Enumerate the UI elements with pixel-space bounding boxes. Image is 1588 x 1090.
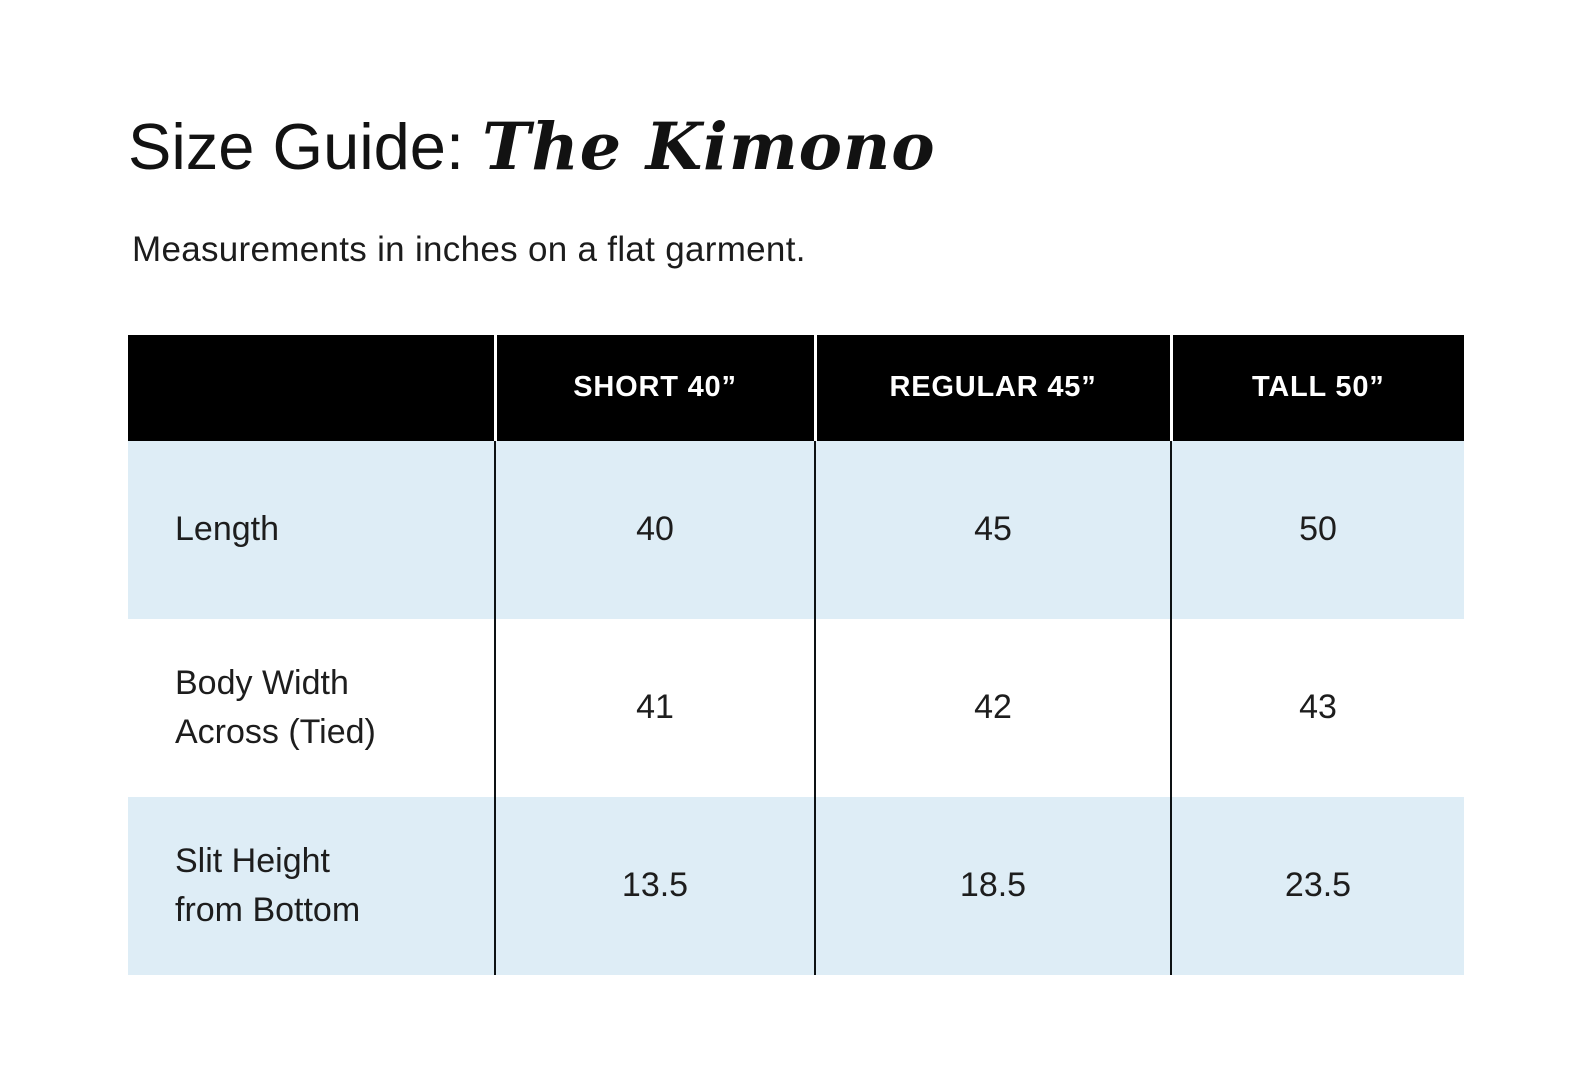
cell-length-regular: 45 xyxy=(814,440,1171,619)
header-cell-regular: REGULAR 45” xyxy=(813,334,1171,441)
cell-slit-height-regular: 18.5 xyxy=(814,796,1171,975)
cell-body-width-short: 41 xyxy=(494,618,815,797)
table-row-body-width: Body Width Across (Tied) 41 42 43 xyxy=(128,618,1464,797)
row-label-length: Length xyxy=(128,441,495,619)
row-label-slit-height: Slit Height from Bottom xyxy=(128,797,495,975)
cell-body-width-tall: 43 xyxy=(1170,618,1464,797)
page-title-product-name: The Kimono xyxy=(482,109,936,185)
header-row: SHORT 40” REGULAR 45” TALL 50” xyxy=(128,334,1464,441)
table-row-length: Length 40 45 50 xyxy=(128,440,1464,619)
row-label-line: Across (Tied) xyxy=(175,712,376,751)
cell-length-short: 40 xyxy=(494,440,815,619)
row-label-line: Body Width xyxy=(175,663,349,702)
row-label-line: from Bottom xyxy=(175,890,361,929)
cell-length-tall: 50 xyxy=(1170,440,1464,619)
measurement-note: Measurements in inches on a flat garment… xyxy=(132,229,806,269)
page-title-prefix: Size Guide: xyxy=(128,110,483,183)
size-guide-panel: Size Guide: The Kimono Measurements in i… xyxy=(128,110,1588,975)
table-row-slit-height: Slit Height from Bottom 13.5 18.5 23.5 xyxy=(128,796,1464,975)
size-table-body: Length 40 45 50 Body Width Across (Tied)… xyxy=(128,440,1464,975)
page-title: Size Guide: The Kimono xyxy=(128,110,1588,185)
cell-slit-height-tall: 23.5 xyxy=(1170,796,1464,975)
cell-slit-height-short: 13.5 xyxy=(494,796,815,975)
header-cell-tall: TALL 50” xyxy=(1169,334,1464,441)
size-guide-table: SHORT 40” REGULAR 45” TALL 50” Length 40… xyxy=(128,334,1464,975)
size-table-header: SHORT 40” REGULAR 45” TALL 50” xyxy=(128,334,1464,441)
header-cell-short: SHORT 40” xyxy=(493,334,815,441)
cell-body-width-regular: 42 xyxy=(814,618,1171,797)
row-label-body-width: Body Width Across (Tied) xyxy=(128,619,495,797)
header-cell-empty xyxy=(128,334,495,441)
row-label-line: Slit Height xyxy=(175,841,330,880)
row-label-line: Length xyxy=(175,510,279,549)
